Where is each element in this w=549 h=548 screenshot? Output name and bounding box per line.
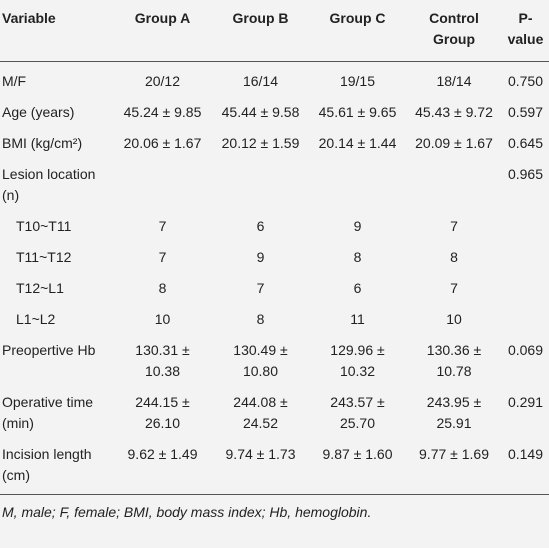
cell: 10 bbox=[154, 311, 171, 327]
cell: 45.43 ± 9.72 bbox=[415, 104, 493, 120]
row-label: Age (years) bbox=[2, 104, 75, 120]
cell: 9.62 ± 1.49 bbox=[127, 446, 198, 462]
cell: 45.44 ± 9.58 bbox=[221, 104, 300, 120]
cell: 7 bbox=[450, 280, 458, 296]
cell: 8 bbox=[353, 249, 362, 265]
cell: 0.069 bbox=[507, 342, 544, 358]
footnote: M, male; F, female; BMI, body mass index… bbox=[2, 504, 372, 520]
row-label: Operative time (min) bbox=[2, 394, 94, 431]
table-row: Age (years) 45.24 ± 9.85 45.44 ± 9.58 45.61… bbox=[0, 98, 549, 129]
data-table: Variable Group A Group B Group C Control Gro… bbox=[0, 0, 549, 495]
cell: 7 bbox=[256, 280, 265, 296]
cell: 20/12 bbox=[144, 73, 181, 89]
empty-cell bbox=[502, 305, 549, 336]
row-label: T12~L1 bbox=[16, 280, 64, 296]
cell: 10 bbox=[446, 311, 462, 327]
cell: 6 bbox=[256, 218, 265, 234]
cell: 9.87 ± 1.60 bbox=[322, 446, 393, 462]
header-cell: P-value bbox=[502, 0, 549, 62]
cell: 19/15 bbox=[339, 73, 376, 89]
table-row: Operative time (min) 244.15 ± 26.10 244.08… bbox=[0, 388, 549, 440]
empty-cell bbox=[502, 212, 549, 243]
cell: 244.15 ± 26.10 bbox=[135, 394, 190, 431]
cell: 8 bbox=[158, 280, 167, 296]
cell: 0.965 bbox=[507, 166, 544, 182]
empty-cell bbox=[212, 160, 309, 212]
cell: 9.77 ± 1.69 bbox=[419, 446, 489, 462]
cell: 0.750 bbox=[507, 73, 544, 89]
table-row: Incision length (cm) 9.62 ± 1.49 9.74 ± 1.… bbox=[0, 440, 549, 495]
row-label: L1~L2 bbox=[16, 311, 56, 327]
header-cell: Group C bbox=[309, 0, 406, 62]
table-row: Preopertive Hb 130.31 ± 10.38 130.49 ± 10.… bbox=[0, 336, 549, 388]
cell: 0.645 bbox=[507, 135, 544, 151]
table-row: L1~L2 10 8 11 10 bbox=[0, 305, 549, 336]
cell: 0.291 bbox=[507, 394, 544, 410]
cell: 9 bbox=[353, 218, 362, 234]
cell: 243.57 ± 25.70 bbox=[330, 394, 385, 431]
row-label: Lesion location (n) bbox=[2, 166, 96, 203]
header-row: Variable Group A Group B Group C Control Gro… bbox=[0, 0, 549, 62]
cell: 7 bbox=[158, 249, 167, 265]
cell: 130.31 ± 10.38 bbox=[135, 342, 190, 379]
header-cell: Variable bbox=[0, 0, 113, 62]
header-cell: Group A bbox=[113, 0, 212, 62]
cell: 130.36 ± 10.78 bbox=[426, 342, 482, 379]
cell: 0.597 bbox=[507, 104, 544, 120]
empty-cell bbox=[406, 160, 502, 212]
table-row: BMI (kg/cm²) 20.06 ± 1.67 20.12 ± 1.59 20.1… bbox=[0, 129, 549, 160]
cell: 7 bbox=[158, 218, 167, 234]
cell: 6 bbox=[353, 280, 362, 296]
row-label: Preopertive Hb bbox=[2, 342, 96, 358]
cell: 9.74 ± 1.73 bbox=[225, 446, 296, 462]
cell: 45.24 ± 9.85 bbox=[123, 104, 202, 120]
row-label: T10~T11 bbox=[16, 218, 72, 234]
cell: 20.09 ± 1.67 bbox=[415, 135, 493, 151]
cell: 9 bbox=[256, 249, 265, 265]
cell: 244.08 ± 24.52 bbox=[233, 394, 288, 431]
cell: 129.96 ± 10.32 bbox=[330, 342, 385, 379]
header-cell: Group B bbox=[212, 0, 309, 62]
empty-cell bbox=[502, 243, 549, 274]
row-label: Incision length (cm) bbox=[2, 446, 92, 483]
cell: 7 bbox=[450, 218, 458, 234]
cell: 8 bbox=[450, 249, 458, 265]
cell: 20.12 ± 1.59 bbox=[221, 135, 300, 151]
empty-cell bbox=[502, 274, 549, 305]
cell: 45.61 ± 9.65 bbox=[318, 104, 397, 120]
row-label: M/F bbox=[2, 73, 27, 89]
table-row: M/F 20/12 16/14 19/15 18/14 0.750 bbox=[0, 62, 549, 99]
cell: 16/14 bbox=[242, 73, 279, 89]
header-cell: Control Group bbox=[406, 0, 502, 62]
table-row: T12~L1 8 7 6 7 bbox=[0, 274, 549, 305]
cell: 130.49 ± 10.80 bbox=[233, 342, 288, 379]
table-body: M/F 20/12 16/14 19/15 18/14 0.750 Age (years) 4… bbox=[0, 62, 549, 495]
empty-cell bbox=[113, 160, 212, 212]
cell: 8 bbox=[256, 311, 265, 327]
row-label: T11~T12 bbox=[16, 249, 72, 265]
table-row: Lesion location (n) 0.965 bbox=[0, 160, 549, 212]
table-row: T11~T12 7 9 8 8 bbox=[0, 243, 549, 274]
table-row: T10~T11 7 6 9 7 bbox=[0, 212, 549, 243]
empty-cell bbox=[309, 160, 406, 212]
cell: 18/14 bbox=[436, 73, 472, 89]
cell: 0.149 bbox=[507, 446, 544, 462]
row-label: BMI (kg/cm²) bbox=[2, 135, 83, 151]
cell: 11 bbox=[350, 311, 365, 327]
cell: 20.06 ± 1.67 bbox=[123, 135, 202, 151]
cell: 20.14 ± 1.44 bbox=[318, 135, 397, 151]
cell: 243.95 ± 25.91 bbox=[426, 394, 482, 431]
